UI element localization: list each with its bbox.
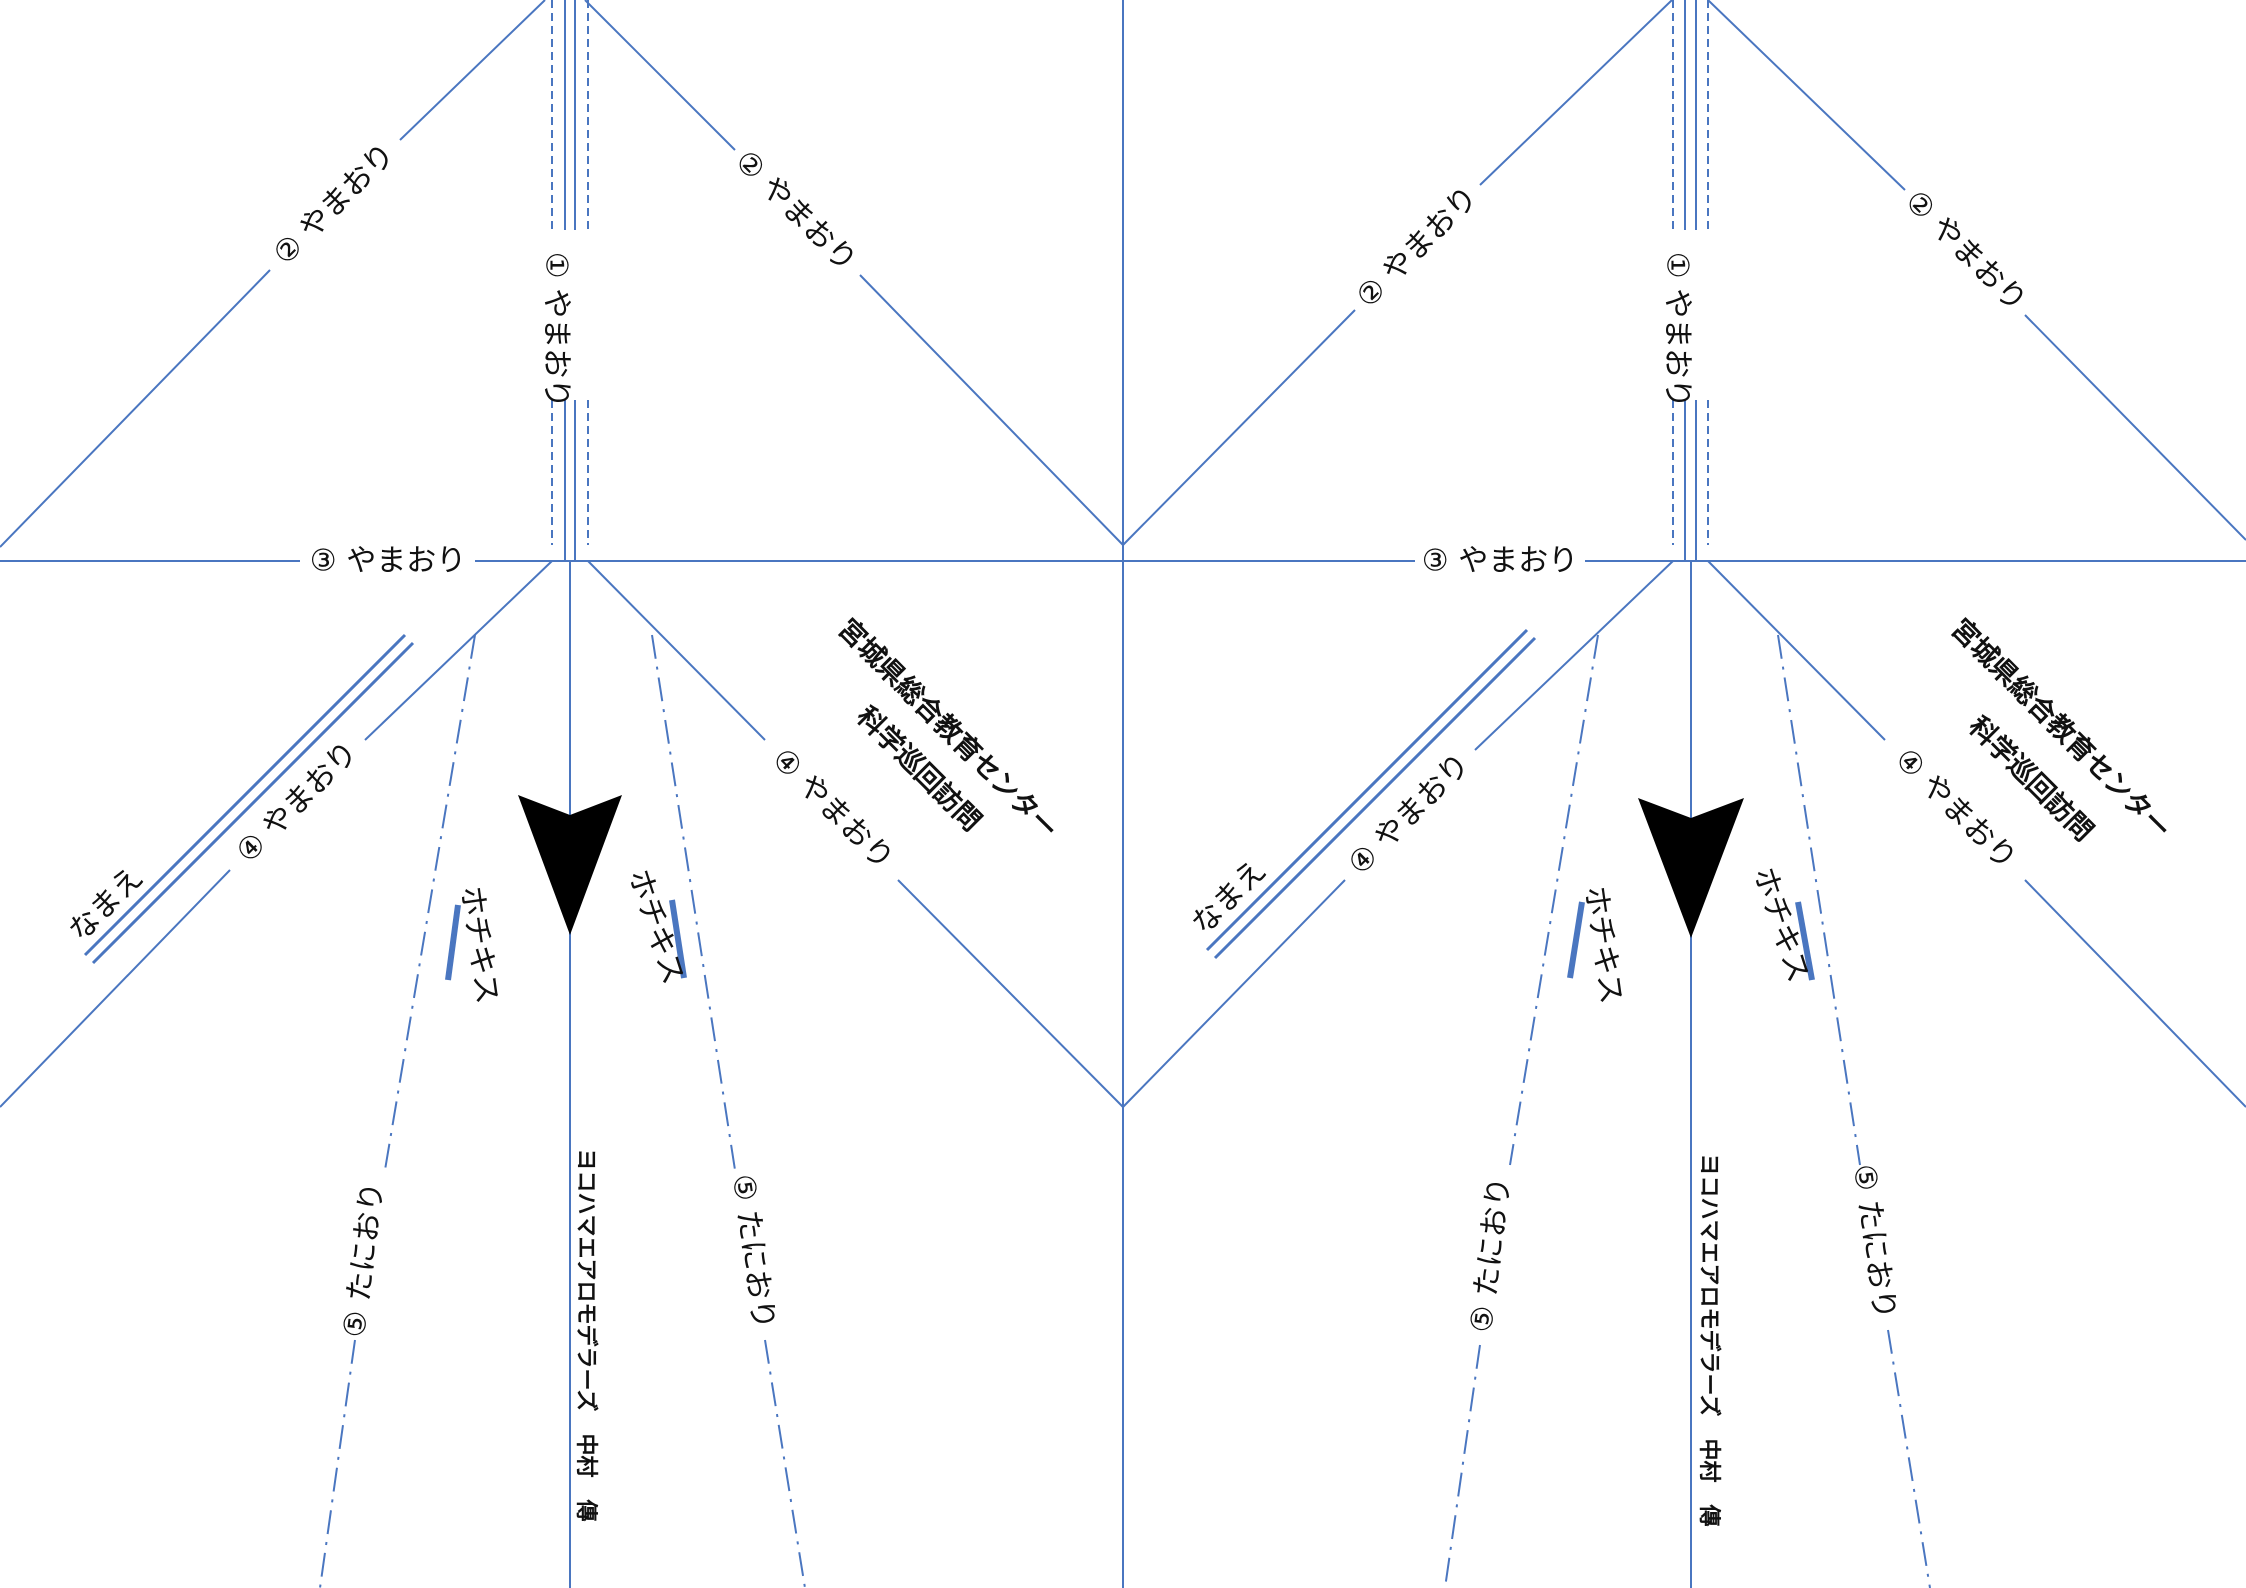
credit-text: ヨコハマエアロモデラーズ 中村 傳: [1696, 1154, 1722, 1527]
staple-mark-right: [669, 899, 687, 979]
fold2-right-line: [584, 0, 736, 151]
fold2-left-line: [399, 0, 546, 141]
arrow-icon: [1638, 798, 1744, 938]
fold4-right-line: [897, 879, 1124, 1108]
fold2-left-line: [1122, 309, 1356, 546]
fold2-left-line: [0, 269, 271, 548]
fold5-right-line: [1777, 634, 1861, 1166]
name-underline: [91, 641, 415, 965]
fold2-left-line: [1479, 0, 1673, 186]
name-underline: [1213, 636, 1537, 960]
fold4-left-line: [1474, 560, 1674, 751]
fold3-label: ③ やまおり: [1422, 544, 1578, 579]
fold4-right-line: [587, 560, 766, 741]
fold4-left-line: [0, 869, 231, 1108]
fold2-right-line: [1707, 0, 1906, 191]
name-underline: [1205, 628, 1529, 952]
fold5-right-line: [1887, 1329, 1931, 1588]
fold4-right-line: [2024, 879, 2246, 1108]
fold3-label: ③ やまおり: [310, 544, 466, 579]
fold2-right-line: [859, 274, 1124, 546]
fold1-label: ① やまおり: [1660, 252, 1695, 408]
fold1-label: ① やまおり: [539, 252, 574, 408]
credit-text: ヨコハマエアロモデラーズ 中村 傳: [573, 1149, 599, 1522]
staple-mark-left: [1567, 901, 1585, 979]
staple-mark-left: [445, 904, 461, 981]
fold4-left-line: [1122, 879, 1346, 1108]
fold5-left-line: [384, 634, 476, 1171]
arrow-icon: [518, 795, 622, 935]
fold4-left-line: [364, 560, 553, 741]
staple-mark-right: [1795, 901, 1815, 981]
fold5-left-line: [1444, 1344, 1481, 1588]
fold4-right-line: [1707, 560, 1886, 741]
fold5-left-line: [1509, 634, 1599, 1166]
fold2-right-line: [2024, 314, 2246, 541]
name-underline: [83, 633, 407, 957]
fold5-right-line: [651, 634, 736, 1171]
